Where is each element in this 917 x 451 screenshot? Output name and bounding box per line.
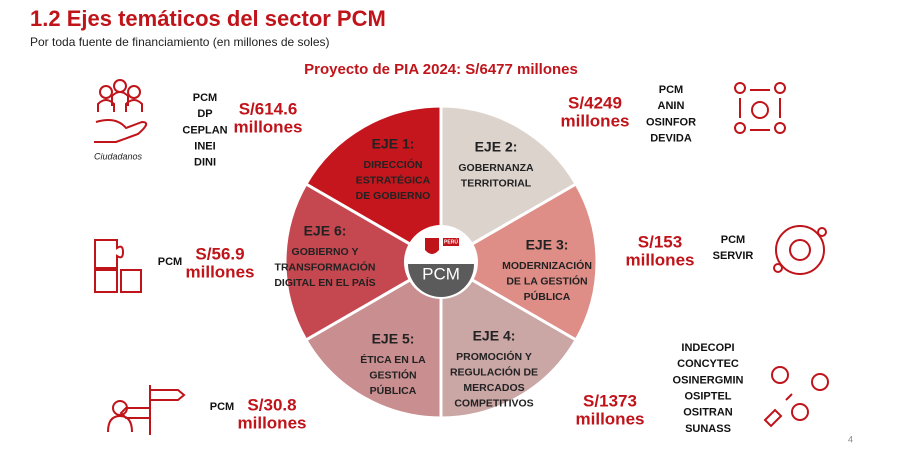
shield	[425, 238, 439, 254]
entity: INDECOPI	[681, 342, 734, 354]
amount: S/56.9	[195, 244, 244, 263]
sector-text: PROMOCIÓN Y	[456, 350, 532, 363]
entity: OSINFOR	[646, 116, 696, 128]
subtitle: Por toda fuente de financiamiento (en mi…	[30, 35, 330, 49]
sector	[303, 259, 443, 420]
sector-text: GOBIERNO Y	[292, 246, 359, 258]
sector-text: DIRECCIÓN	[364, 158, 423, 171]
sector-text: TERRITORIAL	[461, 177, 532, 189]
entity: PCM	[721, 234, 745, 246]
sector-text: REGULACIÓN DE	[450, 365, 538, 378]
entity: PCM	[193, 92, 217, 104]
center-label: PCM	[422, 264, 460, 283]
amount: S/614.6	[239, 99, 298, 118]
entity: PCM	[659, 84, 683, 96]
sector-label: EJE 5:	[372, 331, 415, 347]
sector	[303, 104, 443, 265]
amount: S/1373	[583, 391, 637, 410]
icon-caption: Ciudadanos	[94, 151, 143, 161]
entity: SERVIR	[713, 250, 754, 262]
entity: CONCYTEC	[677, 358, 739, 370]
icons	[94, 79, 829, 435]
icon-gears	[773, 225, 827, 275]
entity: INEI	[194, 141, 215, 153]
sector-text: GOBERNANZA	[458, 162, 534, 174]
sector-text: COMPETITIVOS	[454, 397, 533, 409]
amount-unit: millones	[186, 262, 255, 281]
amount: S/153	[638, 232, 682, 251]
entity: PCM	[210, 401, 234, 413]
sector-text: ESTRATÉGICA	[356, 173, 431, 186]
entity: DINI	[194, 157, 216, 169]
sector-label: EJE 3:	[526, 237, 569, 253]
icon-market	[763, 366, 829, 428]
sector	[439, 104, 579, 265]
sector-text: DE LA GESTIÓN	[506, 274, 587, 287]
center-bottom	[408, 264, 474, 297]
wheel: PERÚ PCM	[283, 104, 599, 420]
diagram-title: Proyecto de PIA 2024: S/6477 millones	[304, 61, 578, 78]
entity: ANIN	[658, 100, 685, 112]
sector-text: PÚBLICA	[524, 290, 571, 303]
entity: OSITRAN	[683, 407, 733, 419]
page-number: 4	[848, 434, 853, 444]
sector	[439, 259, 579, 420]
amount-unit: millones	[576, 409, 645, 428]
sector-text: TRANSFORMACIÓN	[275, 260, 376, 273]
icon-signpost	[107, 385, 186, 435]
entity: PCM	[158, 256, 182, 268]
icon-puzzle	[94, 239, 142, 293]
sector-text: DIGITAL EN EL PAÍS	[274, 276, 375, 289]
amount-unit: millones	[561, 111, 630, 130]
entity: OSINERGMIN	[673, 374, 744, 386]
sector-label: EJE 2:	[475, 139, 518, 155]
sector-text: PÚBLICA	[370, 384, 417, 397]
title: 1.2 Ejes temáticos del sector PCM	[30, 6, 386, 31]
sector-text: DE GOBIERNO	[356, 190, 431, 202]
amount: S/30.8	[247, 395, 296, 414]
sector-label: EJE 6:	[304, 223, 347, 239]
sector	[437, 181, 599, 343]
sector-label: EJE 1:	[372, 136, 415, 152]
sector-text: MERCADOS	[463, 382, 524, 394]
amount-unit: millones	[626, 250, 695, 269]
sector-text: GESTIÓN	[369, 368, 416, 381]
amount-unit: millones	[234, 117, 303, 136]
sector-text: ÉTICA EN LA	[360, 353, 426, 366]
badge-box	[443, 238, 459, 246]
icon-citizens	[94, 79, 148, 143]
entity: DP	[197, 108, 212, 120]
badge: PERÚ	[444, 238, 458, 245]
entity: DEVIDA	[650, 133, 692, 145]
icon-network	[734, 82, 786, 134]
sector	[283, 181, 445, 343]
entity: SUNASS	[685, 423, 731, 435]
entity: OSIPTEL	[684, 391, 731, 403]
amount-unit: millones	[238, 413, 307, 432]
sector-text: MODERNIZACIÓN	[502, 259, 592, 272]
amount: S/4249	[568, 93, 622, 112]
sector-label: EJE 4:	[473, 328, 516, 344]
entity: CEPLAN	[182, 124, 227, 136]
